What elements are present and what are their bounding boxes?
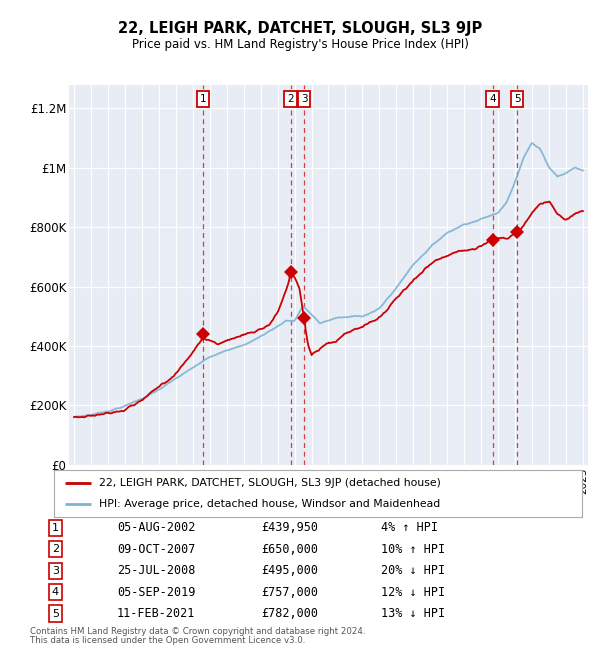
Text: Price paid vs. HM Land Registry's House Price Index (HPI): Price paid vs. HM Land Registry's House …: [131, 38, 469, 51]
Text: 3: 3: [301, 94, 307, 105]
Text: 05-AUG-2002: 05-AUG-2002: [117, 521, 196, 534]
Text: 05-SEP-2019: 05-SEP-2019: [117, 586, 196, 599]
Text: £782,000: £782,000: [261, 607, 318, 620]
Text: 4: 4: [52, 587, 59, 597]
Text: £757,000: £757,000: [261, 586, 318, 599]
Text: 2: 2: [287, 94, 294, 105]
Text: £650,000: £650,000: [261, 543, 318, 556]
Text: 09-OCT-2007: 09-OCT-2007: [117, 543, 196, 556]
Text: 25-JUL-2008: 25-JUL-2008: [117, 564, 196, 577]
Text: This data is licensed under the Open Government Licence v3.0.: This data is licensed under the Open Gov…: [30, 636, 305, 645]
Text: 3: 3: [52, 566, 59, 576]
Text: 2: 2: [52, 544, 59, 554]
Text: 1: 1: [52, 523, 59, 533]
Text: 5: 5: [514, 94, 520, 105]
Text: £439,950: £439,950: [261, 521, 318, 534]
Text: 1: 1: [200, 94, 206, 105]
Text: 13% ↓ HPI: 13% ↓ HPI: [381, 607, 445, 620]
Text: 12% ↓ HPI: 12% ↓ HPI: [381, 586, 445, 599]
Text: £495,000: £495,000: [261, 564, 318, 577]
Text: 20% ↓ HPI: 20% ↓ HPI: [381, 564, 445, 577]
Text: 11-FEB-2021: 11-FEB-2021: [117, 607, 196, 620]
Text: Contains HM Land Registry data © Crown copyright and database right 2024.: Contains HM Land Registry data © Crown c…: [30, 627, 365, 636]
Text: HPI: Average price, detached house, Windsor and Maidenhead: HPI: Average price, detached house, Wind…: [99, 499, 440, 509]
Text: 22, LEIGH PARK, DATCHET, SLOUGH, SL3 9JP (detached house): 22, LEIGH PARK, DATCHET, SLOUGH, SL3 9JP…: [99, 478, 441, 488]
Text: 4: 4: [490, 94, 496, 105]
Text: 4% ↑ HPI: 4% ↑ HPI: [381, 521, 438, 534]
Text: 10% ↑ HPI: 10% ↑ HPI: [381, 543, 445, 556]
Text: 22, LEIGH PARK, DATCHET, SLOUGH, SL3 9JP: 22, LEIGH PARK, DATCHET, SLOUGH, SL3 9JP: [118, 21, 482, 36]
Text: 5: 5: [52, 608, 59, 619]
